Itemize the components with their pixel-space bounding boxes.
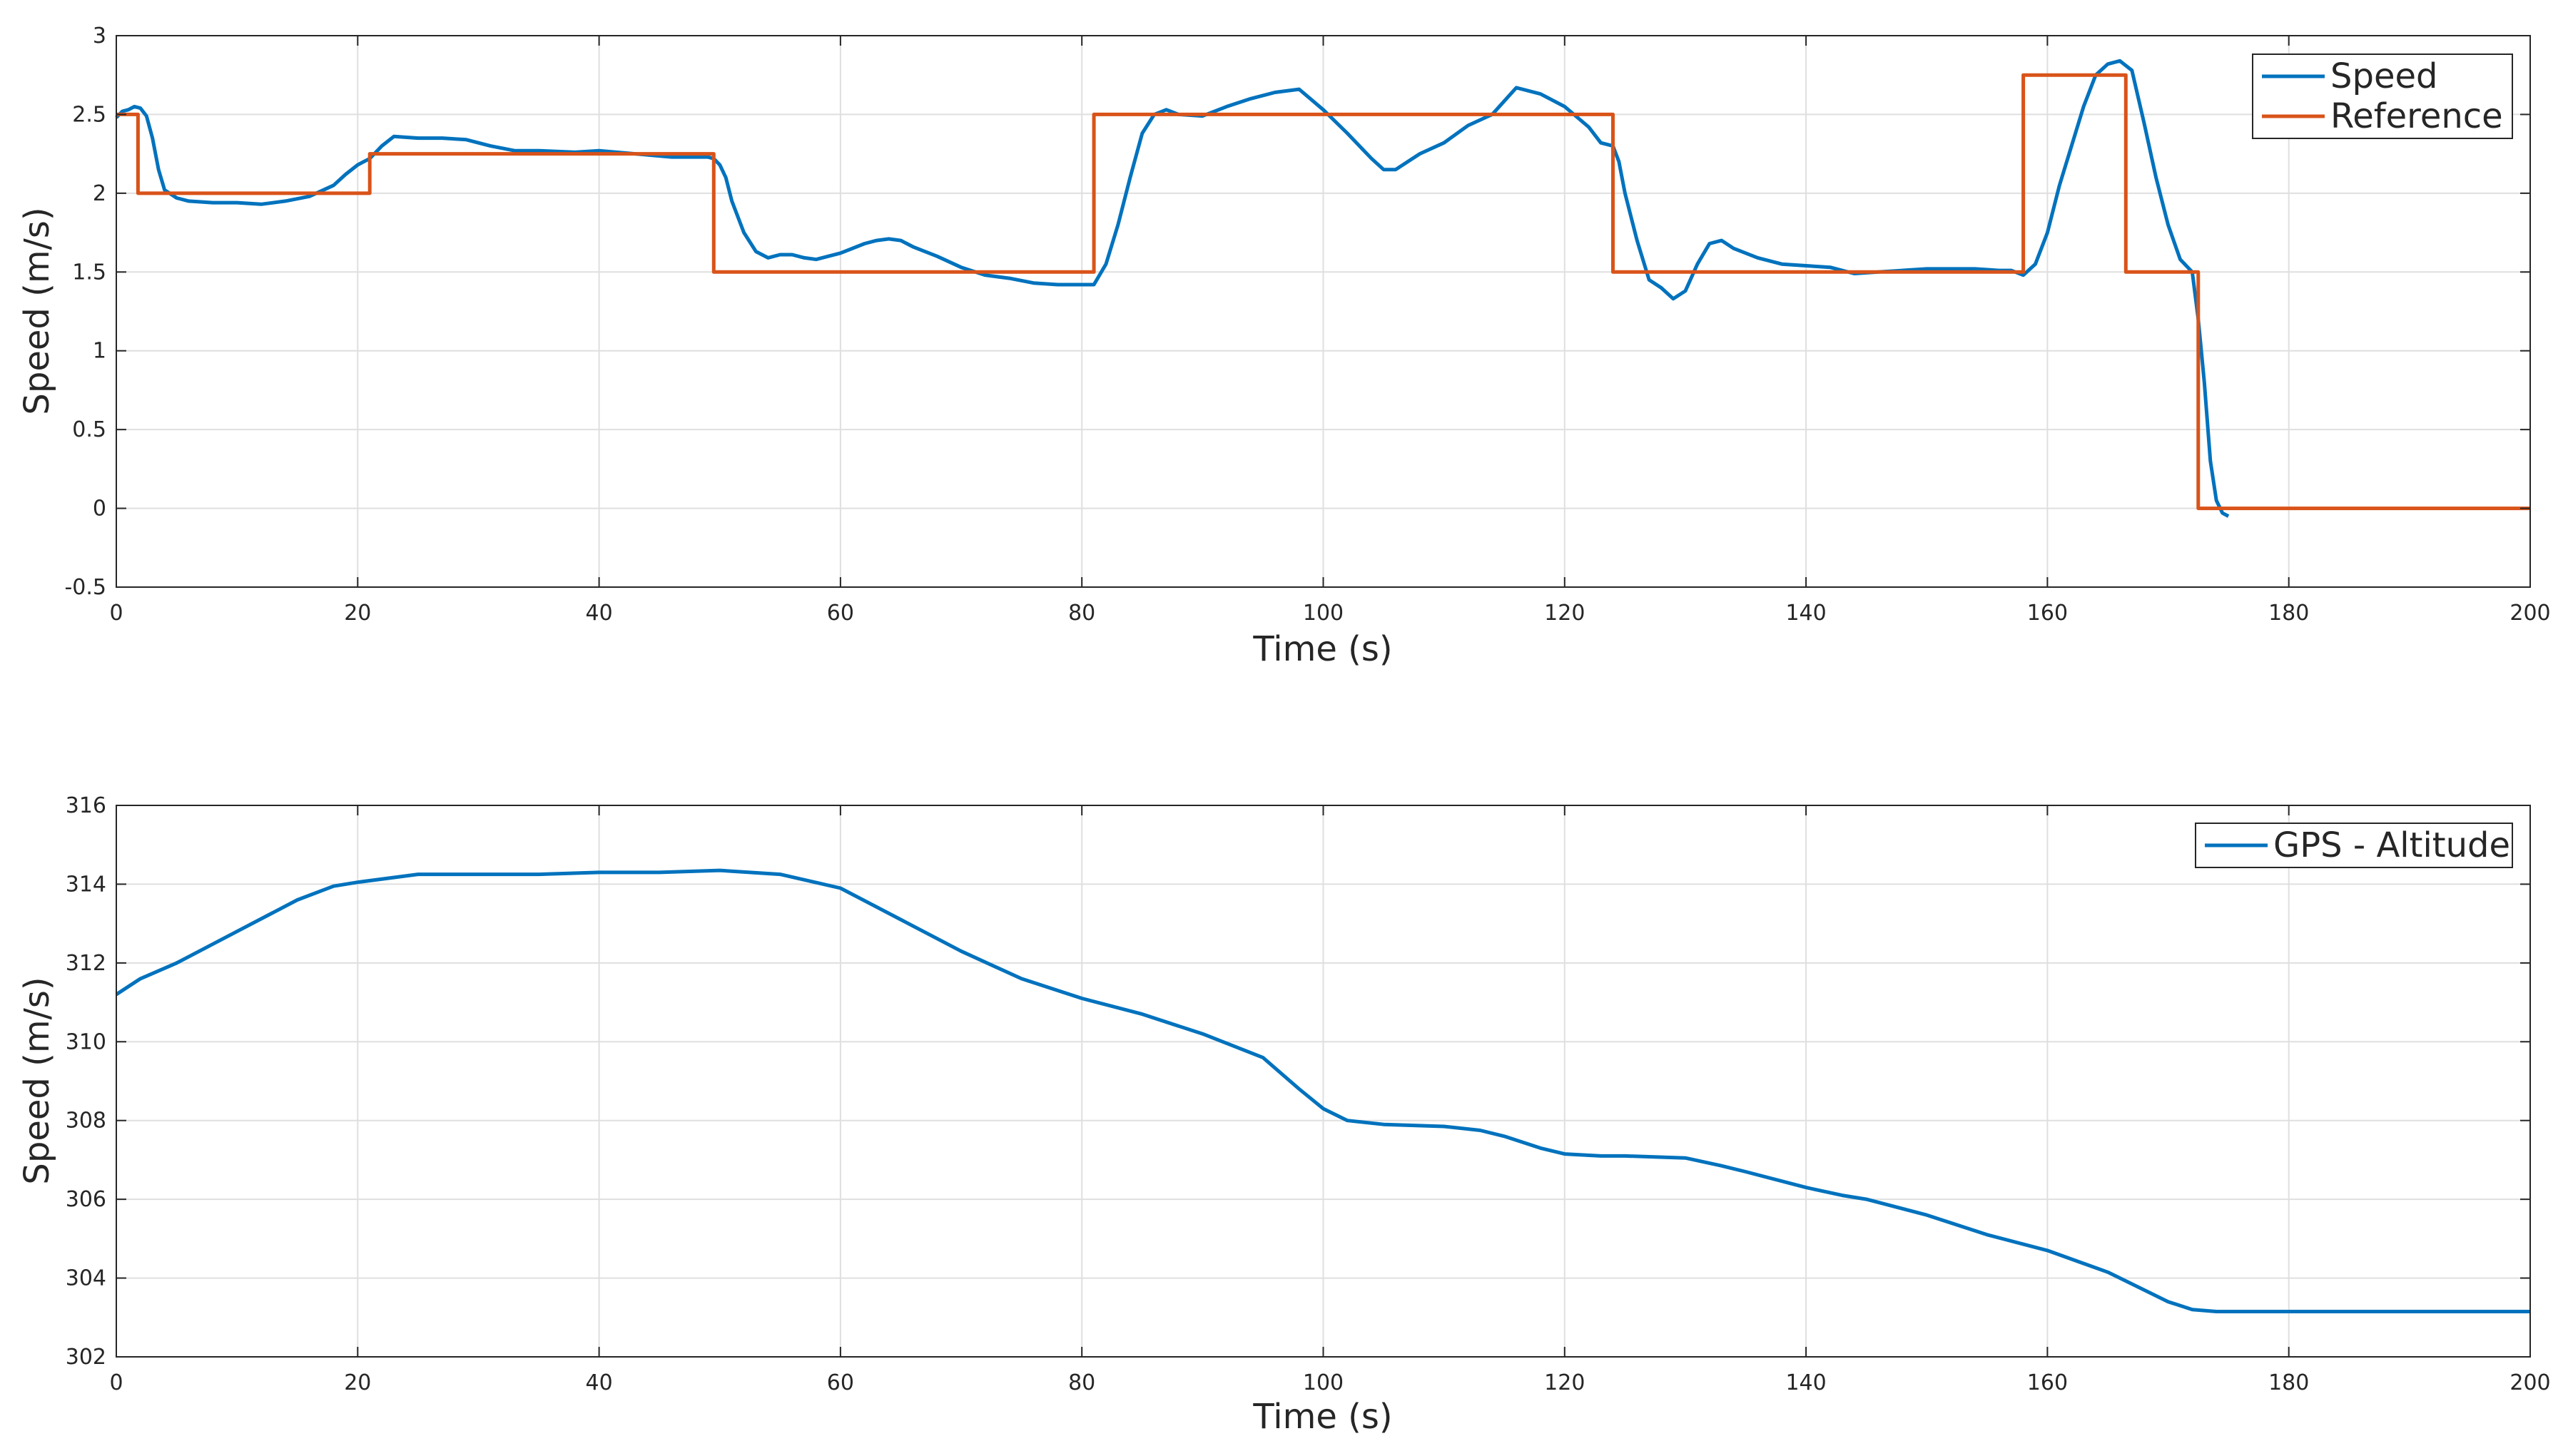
altitude-x-tick-label: 60: [827, 1370, 854, 1395]
speed-y-tick-label: 2.5: [72, 102, 106, 127]
speed-x-tick-label: 140: [1785, 601, 1826, 626]
altitude-y-axis-label: Speed (m/s): [17, 977, 57, 1184]
speed-x-tick-label: 160: [2027, 601, 2068, 626]
speed-y-tick-label: 1.5: [72, 260, 106, 285]
speed-x-tick-label: 20: [344, 601, 371, 626]
speed-x-axis-label: Time (s): [1252, 629, 1392, 669]
speed-x-tick-label: 200: [2509, 601, 2550, 626]
altitude-x-axis-label: Time (s): [1252, 1397, 1392, 1437]
altitude-y-tick-label: 306: [66, 1187, 106, 1212]
altitude-y-tick-label: 314: [66, 872, 106, 897]
altitude-ticks: 0 20 40 60 80 100 120 140 160 180 200 302 304 306 308 3…: [66, 793, 2551, 1395]
series-line-reference: [116, 73, 2530, 511]
altitude-series-group: [115, 868, 2530, 1313]
altitude-y-tick-label: 310: [66, 1029, 106, 1054]
speed-x-tick-label: 80: [1068, 601, 1095, 626]
speed-x-tick-label: 120: [1544, 601, 1585, 626]
altitude-x-tick-label: 80: [1068, 1370, 1095, 1395]
speed-series-group: [115, 58, 2530, 518]
altitude-legend: GPS - Altitude: [2195, 823, 2513, 868]
speed-legend-box: [2252, 54, 2513, 139]
speed-ticks: 0 20 40 60 80 100 120 140 160 180 200-0.500.511.52…: [64, 24, 2550, 626]
altitude-subplot: 0 20 40 60 80 100 120 140 160 180 200 302 304 306 308 3…: [17, 793, 2551, 1437]
speed-x-tick-label: 40: [586, 601, 613, 626]
altitude-y-tick-label: 316: [66, 793, 106, 818]
altitude-x-tick-label: 160: [2027, 1370, 2068, 1395]
altitude-x-tick-label: 0: [109, 1370, 123, 1395]
legend-label-reference: Reference: [2330, 96, 2503, 136]
legend-label-gps-altitude: GPS - Altitude: [2273, 825, 2510, 865]
speed-legend: Speed Reference: [2252, 54, 2513, 139]
altitude-x-tick-label: 200: [2509, 1370, 2550, 1395]
legend-label-speed: Speed: [2330, 56, 2437, 96]
altitude-y-tick-label: 312: [66, 951, 106, 976]
speed-x-tick-label: 100: [1303, 601, 1344, 626]
altitude-x-tick-label: 180: [2268, 1370, 2309, 1395]
altitude-y-tick-label: 302: [66, 1345, 106, 1370]
speed-y-tick-label: 1: [93, 339, 106, 364]
speed-x-tick-label: 0: [109, 601, 123, 626]
speed-y-tick-label: 0: [93, 497, 106, 521]
speed-y-tick-label: 0.5: [72, 417, 106, 442]
speed-y-axis-label: Speed (m/s): [17, 207, 57, 414]
altitude-x-tick-label: 40: [586, 1370, 613, 1395]
altitude-x-tick-label: 140: [1785, 1370, 1826, 1395]
speed-subplot: 0 20 40 60 80 100 120 140 160 180 200-0.500.511.52…: [17, 24, 2551, 669]
altitude-x-tick-label: 20: [344, 1370, 371, 1395]
altitude-x-tick-label: 120: [1544, 1370, 1585, 1395]
altitude-x-tick-label: 100: [1303, 1370, 1344, 1395]
speed-y-tick-label: 2: [93, 181, 106, 206]
altitude-y-tick-label: 304: [66, 1266, 106, 1291]
series-line-gps-altitude: [115, 868, 2530, 1313]
speed-y-tick-label: -0.5: [64, 575, 106, 600]
speed-x-tick-label: 180: [2268, 601, 2309, 626]
speed-y-tick-label: 3: [93, 24, 106, 49]
speed-x-tick-label: 60: [827, 601, 854, 626]
altitude-y-tick-label: 308: [66, 1109, 106, 1134]
